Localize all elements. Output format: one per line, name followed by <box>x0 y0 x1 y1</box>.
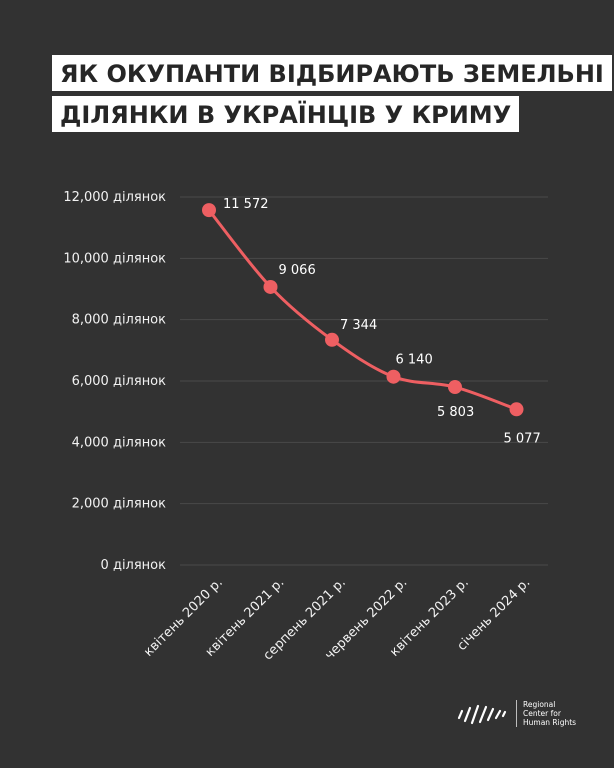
title-line-2: ДІЛЯНКИ В УКРАЇНЦІВ У КРИМУ <box>52 96 520 132</box>
chart-title: ЯК ОКУПАНТИ ВІДБИРАЮТЬ ЗЕМЕЛЬНІ ДІЛЯНКИ … <box>52 55 612 137</box>
y-tick-label: 10,000 ділянок <box>63 251 166 266</box>
data-label: 9 066 <box>279 263 316 278</box>
logo-line: Center for <box>523 709 561 718</box>
y-tick-label: 6,000 ділянок <box>72 374 167 389</box>
data-label: 5 803 <box>437 405 474 420</box>
series-line <box>207 209 518 411</box>
data-label: 7 344 <box>340 318 377 333</box>
data-label: 6 140 <box>396 353 433 368</box>
y-tick-label: 0 ділянок <box>101 558 167 573</box>
x-axis-ticks: квітень 2020 р.квітень 2021 р.серпень 20… <box>141 575 533 663</box>
y-tick-label: 8,000 ділянок <box>72 313 167 328</box>
data-points <box>202 203 524 417</box>
data-point <box>263 279 278 294</box>
logo-line: Regional <box>523 700 556 709</box>
grid-lines <box>180 196 548 566</box>
rchr-logo-text: Regional Center for Human Rights <box>516 700 581 727</box>
data-point <box>386 369 401 384</box>
data-label: 5 077 <box>504 431 541 446</box>
data-point <box>509 402 524 417</box>
y-tick-label: 2,000 ділянок <box>72 497 167 512</box>
data-labels: 11 572 9 066 7 344 6 140 5 803 5 077 <box>223 197 541 446</box>
title-line-1: ЯК ОКУПАНТИ ВІДБИРАЮТЬ ЗЕМЕЛЬНІ <box>52 55 612 91</box>
y-tick-label: 4,000 ділянок <box>72 435 167 450</box>
data-label: 11 572 <box>223 197 269 212</box>
rchr-logo: Regional Center for Human Rights <box>456 700 581 727</box>
rchr-logo-icon <box>457 704 507 724</box>
logo-line: Human Rights <box>523 718 577 727</box>
data-point <box>202 203 216 218</box>
y-tick-label: 12,000 ділянок <box>63 190 166 205</box>
y-axis-ticks: 0 ділянок 2,000 ділянок 4,000 ділянок 6,000… <box>63 190 166 573</box>
data-point <box>325 332 339 347</box>
data-point <box>448 380 462 395</box>
